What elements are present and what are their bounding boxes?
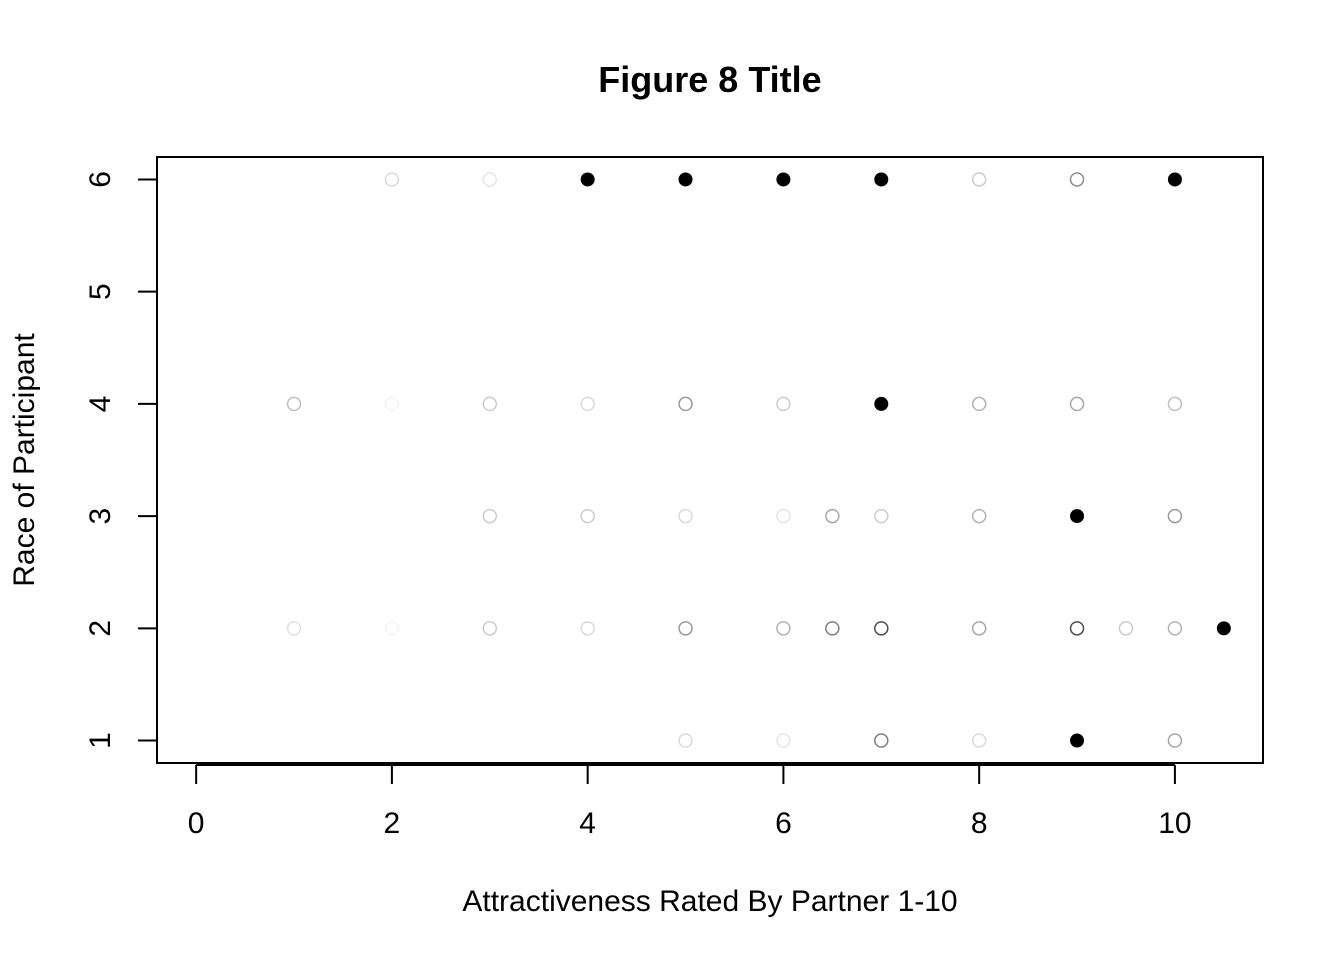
data-point bbox=[1069, 172, 1085, 187]
data-points bbox=[286, 172, 1231, 748]
data-point bbox=[678, 621, 693, 636]
data-point bbox=[678, 733, 693, 748]
x-axis-label: Attractiveness Rated By Partner 1-10 bbox=[462, 885, 957, 918]
data-point bbox=[1167, 508, 1183, 524]
data-point bbox=[776, 396, 791, 412]
data-point bbox=[482, 621, 498, 636]
data-point bbox=[971, 621, 987, 636]
y-axis-label: Race of Participant bbox=[8, 333, 41, 587]
data-point bbox=[874, 733, 889, 748]
y-tick-label: 2 bbox=[84, 620, 117, 637]
data-point bbox=[580, 508, 595, 524]
x-tick-label: 6 bbox=[775, 807, 792, 840]
data-point bbox=[482, 172, 498, 187]
data-point bbox=[825, 621, 840, 636]
data-point bbox=[1216, 621, 1231, 636]
data-point bbox=[874, 508, 889, 524]
data-point bbox=[1069, 621, 1085, 636]
x-tick-label: 10 bbox=[1158, 807, 1191, 840]
y-tick-label: 6 bbox=[84, 171, 117, 188]
data-point bbox=[1118, 621, 1134, 636]
data-point bbox=[580, 621, 595, 636]
data-point bbox=[776, 508, 791, 524]
data-point bbox=[776, 172, 791, 187]
y-axis: 1 2 3 4 5 6 bbox=[84, 171, 158, 749]
data-point bbox=[971, 508, 987, 524]
x-axis: 0 2 4 6 8 10 bbox=[188, 764, 1192, 840]
x-tick-label: 0 bbox=[188, 807, 205, 840]
data-point bbox=[1167, 396, 1183, 412]
data-point bbox=[971, 733, 987, 748]
data-point bbox=[1070, 733, 1085, 748]
data-point bbox=[971, 172, 987, 187]
data-point bbox=[1069, 396, 1085, 412]
data-point bbox=[580, 396, 595, 412]
y-tick-label: 1 bbox=[84, 732, 117, 749]
data-point bbox=[384, 621, 400, 636]
data-point bbox=[286, 396, 302, 412]
x-tick-label: 4 bbox=[579, 807, 596, 840]
data-point bbox=[580, 172, 595, 187]
data-point bbox=[1167, 733, 1183, 748]
data-point bbox=[776, 621, 791, 636]
data-point bbox=[384, 172, 400, 187]
y-tick-label: 4 bbox=[84, 396, 117, 413]
data-point bbox=[286, 621, 302, 636]
data-point bbox=[825, 508, 840, 524]
x-tick-label: 2 bbox=[384, 807, 401, 840]
data-point bbox=[678, 396, 693, 412]
data-point bbox=[678, 172, 693, 187]
data-point bbox=[874, 396, 889, 411]
data-point bbox=[1167, 621, 1183, 636]
data-point bbox=[678, 508, 693, 524]
data-point bbox=[384, 396, 400, 412]
data-point bbox=[971, 396, 987, 412]
data-point bbox=[1167, 172, 1182, 187]
y-tick-label: 3 bbox=[84, 508, 117, 525]
data-point bbox=[482, 396, 498, 412]
x-tick-label: 8 bbox=[971, 807, 988, 840]
data-point bbox=[874, 621, 889, 636]
y-tick-label: 5 bbox=[84, 283, 117, 300]
chart-title: Figure 8 Title bbox=[598, 59, 821, 100]
data-point bbox=[776, 733, 791, 748]
data-point bbox=[482, 508, 498, 524]
data-point bbox=[1070, 509, 1085, 524]
data-point bbox=[874, 172, 889, 187]
plot-frame bbox=[156, 156, 1264, 764]
